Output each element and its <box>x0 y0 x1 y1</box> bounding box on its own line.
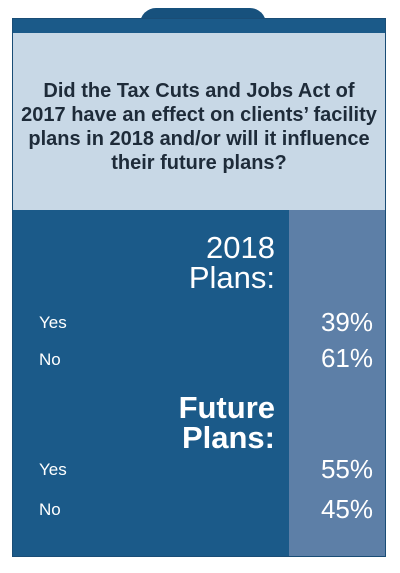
row-2018-no-label: No <box>39 350 61 369</box>
section-2018-header-line2: Plans: <box>188 260 275 295</box>
row-future-no-value: 45% <box>320 494 373 524</box>
row-future-yes-value: 55% <box>320 454 373 484</box>
question-box: Did the Tax Cuts and Jobs Act of 2017 ha… <box>13 19 385 210</box>
row-2018-yes-value: 39% <box>320 307 373 337</box>
section-future-header-line1: Future <box>178 390 275 425</box>
section-future-header-line2: Plans: <box>181 420 275 455</box>
row-2018-yes-label: Yes <box>39 313 67 332</box>
chart-title: Did the Tax Cuts and Jobs Act of 2017 ha… <box>21 80 377 174</box>
row-future-yes-label: Yes <box>39 460 67 479</box>
section-2018-header-line1: 2018 <box>206 230 275 265</box>
row-future-no-label: No <box>39 500 61 519</box>
infographic-card: Did the Tax Cuts and Jobs Act of 2017 ha… <box>12 18 386 557</box>
row-2018-no-value: 61% <box>320 343 373 373</box>
value-column <box>289 210 385 556</box>
